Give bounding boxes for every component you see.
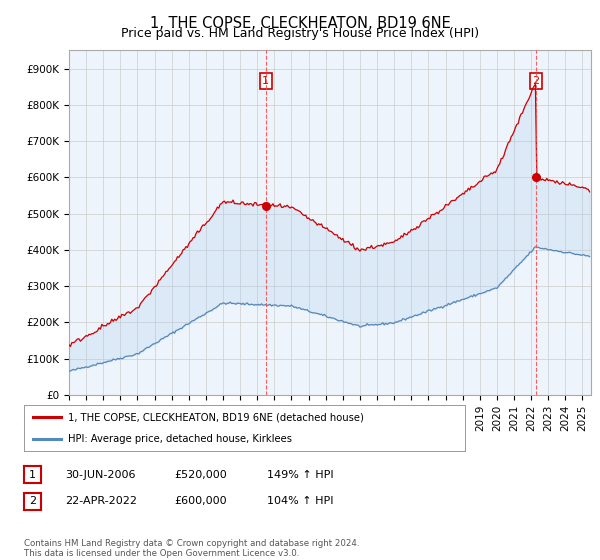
Text: 2: 2 — [532, 76, 539, 86]
Text: 1: 1 — [262, 76, 269, 86]
Text: 104% ↑ HPI: 104% ↑ HPI — [267, 496, 334, 506]
Text: 1, THE COPSE, CLECKHEATON, BD19 6NE (detached house): 1, THE COPSE, CLECKHEATON, BD19 6NE (det… — [68, 412, 364, 422]
Text: Contains HM Land Registry data © Crown copyright and database right 2024.
This d: Contains HM Land Registry data © Crown c… — [24, 539, 359, 558]
Text: 22-APR-2022: 22-APR-2022 — [65, 496, 137, 506]
Text: £520,000: £520,000 — [174, 470, 227, 480]
Text: 149% ↑ HPI: 149% ↑ HPI — [267, 470, 334, 480]
Text: 1: 1 — [29, 470, 36, 480]
Text: 1, THE COPSE, CLECKHEATON, BD19 6NE: 1, THE COPSE, CLECKHEATON, BD19 6NE — [149, 16, 451, 31]
Text: HPI: Average price, detached house, Kirklees: HPI: Average price, detached house, Kirk… — [68, 435, 292, 444]
Text: 30-JUN-2006: 30-JUN-2006 — [65, 470, 136, 480]
Text: £600,000: £600,000 — [174, 496, 227, 506]
Text: 2: 2 — [29, 496, 36, 506]
Text: Price paid vs. HM Land Registry's House Price Index (HPI): Price paid vs. HM Land Registry's House … — [121, 27, 479, 40]
